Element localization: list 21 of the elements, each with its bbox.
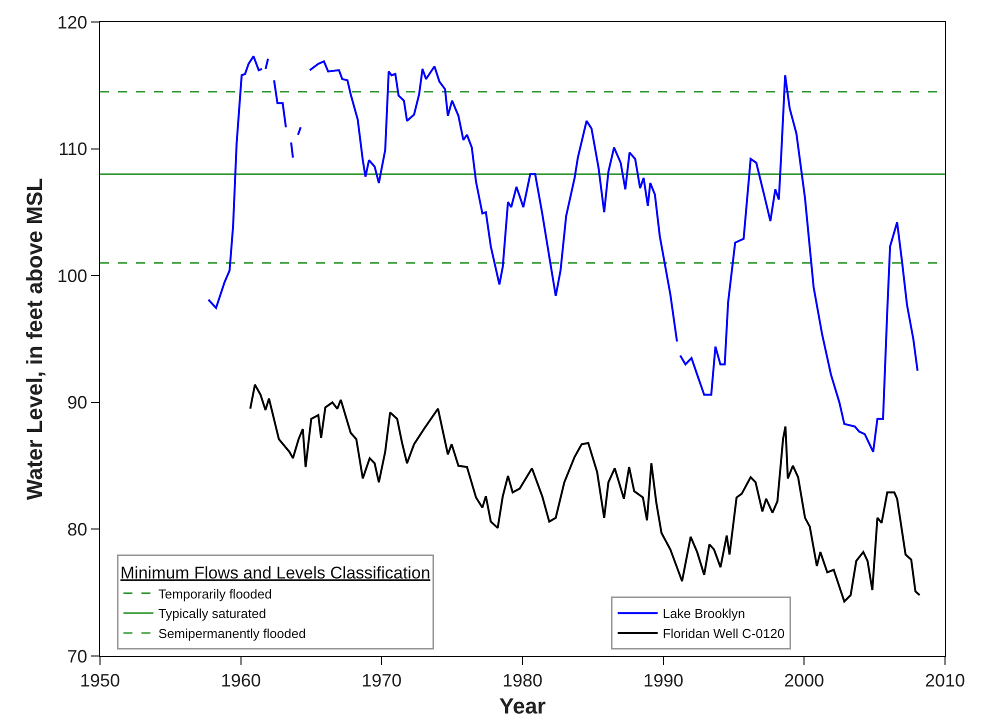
y-tick-label: 110: [58, 139, 88, 160]
y-tick-label: 100: [57, 266, 88, 286]
y-tick-label: 70: [67, 646, 88, 666]
x-tick-label: 1990: [643, 670, 684, 691]
legend-label: Temporarily flooded: [158, 586, 272, 602]
x-tick-label: 1950: [80, 670, 120, 691]
legend-label: Semipermanently flooded: [158, 626, 306, 642]
y-tick-label: 80: [67, 520, 88, 540]
legend-label: Typically saturated: [158, 606, 266, 622]
legend-title: Minimum Flows and Levels Classification: [120, 563, 430, 582]
y-tick-label: 120: [57, 12, 88, 32]
x-axis-title: Year: [499, 694, 546, 719]
y-tick-label: 90: [67, 392, 88, 413]
legend-label: Lake Brooklyn: [662, 606, 746, 622]
x-tick-label: 1980: [502, 670, 543, 691]
legend-label: Floridan Well C-0120: [662, 626, 785, 642]
x-tick-label: 1960: [220, 670, 261, 691]
x-tick-label: 2010: [924, 670, 966, 691]
x-tick-label: 2000: [784, 670, 824, 691]
x-tick-label: 1970: [362, 670, 402, 691]
y-axis-title: Water Level, in feet above MSL: [22, 178, 48, 500]
